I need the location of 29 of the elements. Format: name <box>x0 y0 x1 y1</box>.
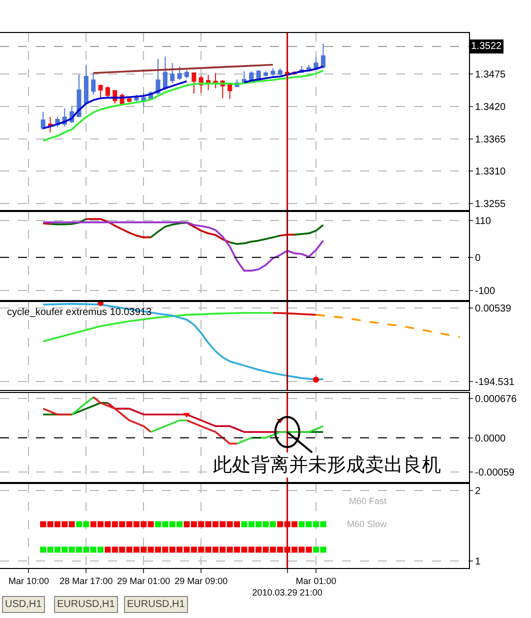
annotation: M60 Slow <box>347 519 388 529</box>
ref-line-label: 1.3522 <box>471 41 502 52</box>
y-tick-label: 0 <box>475 252 481 264</box>
y-tick-label: 110 <box>475 216 492 228</box>
y-tick-label: -100 <box>475 286 496 298</box>
text: EURUSD,H1 <box>57 599 116 610</box>
x-tick-label: 29 Mar 01:00 <box>117 576 170 586</box>
y-tick-label: 0.000676 <box>475 394 518 405</box>
y-tick-label: 0.0000 <box>475 433 506 444</box>
x-tick-label: Mar 10:00 <box>8 576 49 586</box>
text: EURUSD,H1 <box>127 599 186 610</box>
y-tick-label: -194.531 <box>475 377 515 388</box>
y-tick-label: 1 <box>475 556 481 568</box>
x-tick-label: Mar 01:00 <box>296 576 336 586</box>
x-tick-label: 29 Mar 09:00 <box>174 576 228 586</box>
y-tick-label: -0.00059 <box>475 468 515 479</box>
y-tick-label: 1.3365 <box>475 134 506 146</box>
y-tick-label: 2 <box>475 486 481 497</box>
y-tick-label: 1.3310 <box>475 166 506 178</box>
y-tick-label: 1.3475 <box>475 70 506 81</box>
text: USD,H1 <box>5 599 42 610</box>
annotation: cycle_koufer extremus 10.03913 <box>7 307 152 318</box>
annotation: M60 Fast <box>349 496 388 506</box>
y-tick-label: 1.3255 <box>475 199 506 210</box>
x-tick-label: 2010.03.29 21:00 <box>252 588 322 598</box>
y-tick-label: 1.3420 <box>475 102 506 113</box>
annotation: 此处背离并未形成卖出良机 <box>213 454 441 476</box>
x-tick-label: 28 Mar 17:00 <box>60 576 113 586</box>
y-tick-label: 0.00539 <box>475 303 512 314</box>
